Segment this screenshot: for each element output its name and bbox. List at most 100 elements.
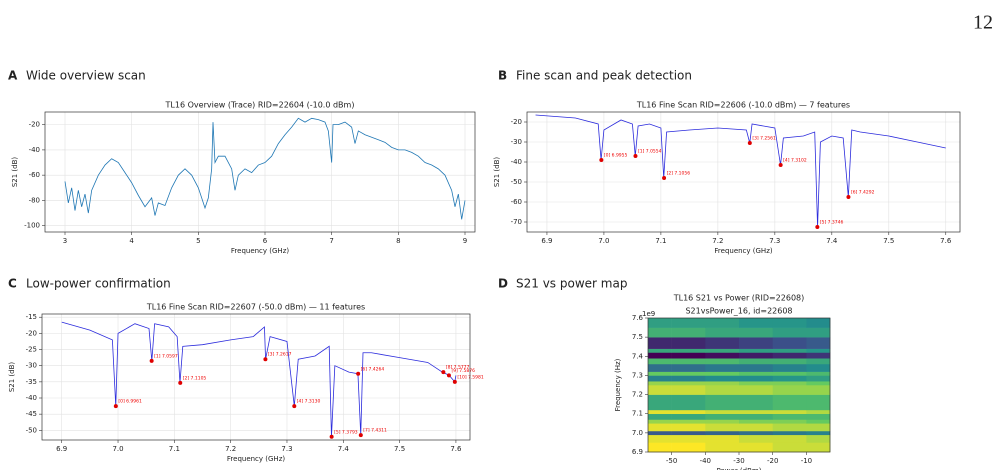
x-tick-label: 7.4 [826, 237, 838, 245]
heatmap-cell [739, 419, 774, 424]
heatmap-cell [806, 434, 831, 443]
heatmap-cell [705, 442, 740, 453]
x-tick-label: -30 [733, 457, 744, 465]
heatmap-cell [648, 419, 672, 424]
heatmap-cell [739, 430, 774, 436]
heatmap-cell [806, 385, 831, 395]
peak-marker [292, 404, 297, 409]
peak-label: [0] 6.9955 [604, 153, 628, 159]
y-tick-label: -40 [511, 158, 522, 166]
x-tick-label: 7.4 [338, 445, 350, 453]
peak-marker [815, 225, 820, 229]
peak-marker [633, 154, 638, 158]
heatmap-cell [648, 442, 672, 453]
heatmap-cell [772, 371, 807, 376]
panel-title: Fine scan and peak detection [516, 69, 692, 83]
peak-label: [1] 7.0597 [154, 353, 178, 359]
heatmap-cell [671, 375, 706, 382]
heatmap-cell [671, 381, 706, 386]
x-axis-label: Frequency (GHz) [227, 455, 285, 463]
peak-label: [10] 7.5981 [457, 374, 484, 380]
x-tick-label: -10 [801, 457, 812, 465]
peak-label: [3] 7.2617 [268, 352, 292, 358]
heatmap-cell [772, 318, 807, 328]
heatmap-cell [671, 352, 706, 359]
heatmap-cell [671, 423, 706, 432]
chart-title: TL16 Fine Scan RID=22606 (-10.0 dBm) — 7… [636, 101, 850, 110]
heatmap-cell [705, 423, 740, 432]
panel-letter: D [498, 277, 508, 291]
page-number: 12 [973, 12, 993, 34]
heatmap-cell [772, 352, 807, 359]
x-tick-label: 7.3 [769, 237, 780, 245]
y-tick-label: 7.3 [632, 371, 643, 379]
heatmap-cell [739, 318, 774, 328]
heatmap-cell [648, 434, 672, 443]
panel-title: S21 vs power map [516, 277, 627, 291]
y-axis-label: S21 (dB) [493, 157, 501, 188]
heatmap-cell [739, 348, 774, 353]
heatmap-cell [806, 409, 831, 415]
heatmap-cell [806, 348, 831, 353]
y-tick-label: -20 [26, 329, 37, 337]
heatmap-cell [739, 385, 774, 395]
x-axis-label: Power (dBm) [717, 467, 762, 470]
x-tick-label: 8 [396, 237, 400, 245]
heatmap-cell [739, 394, 774, 411]
peak-marker [178, 380, 183, 385]
plot-frame [647, 317, 831, 453]
peak-marker [599, 158, 604, 162]
x-tick-label: 7.1 [169, 445, 180, 453]
heatmap-cell [806, 394, 831, 411]
y-tick-label: -20 [511, 118, 522, 126]
x-tick-label: 7.6 [940, 237, 952, 245]
heatmap-cell [648, 352, 672, 359]
heatmap-cell [648, 381, 672, 386]
x-tick-label: -20 [767, 457, 778, 465]
peak-label: [2] 7.1056 [667, 171, 691, 177]
peak-label: [4] 7.3130 [297, 399, 321, 405]
heatmap-cell [806, 413, 831, 420]
heatmap-cell [705, 385, 740, 395]
heatmap-cell [705, 352, 740, 359]
peak-label: [7] 7.4311 [363, 428, 387, 434]
y-tick-label: -40 [29, 146, 40, 154]
heatmap-cell [806, 423, 831, 432]
panel-title: Low-power confirmation [26, 277, 171, 291]
x-tick-label: 6.9 [541, 237, 552, 245]
x-axis-label: Frequency (GHz) [714, 247, 772, 255]
y-tick-label: 7.1 [632, 410, 643, 418]
heatmap-cell [648, 363, 672, 372]
peak-marker [149, 358, 154, 363]
y-tick-label: -20 [29, 121, 40, 129]
heatmap-cell [739, 423, 774, 432]
x-tick-label: -50 [666, 457, 677, 465]
panel-letter: B [498, 69, 507, 83]
peak-label: [5] 7.3746 [820, 220, 844, 226]
x-tick-label: 7.5 [394, 445, 405, 453]
heatmap-cell [739, 375, 774, 382]
heatmap-cell [648, 413, 672, 420]
heatmap-cell [772, 409, 807, 415]
y-tick-label: 7.2 [632, 391, 643, 399]
y-tick-label: -50 [26, 426, 37, 434]
y-tick-label: -40 [26, 394, 37, 402]
x-tick-label: -40 [700, 457, 711, 465]
heatmap-cell [806, 430, 831, 436]
heatmap-cell [772, 419, 807, 424]
heatmap-cell [772, 423, 807, 432]
heatmap-cell [705, 318, 740, 328]
peak-label: [8] 7.5777 [446, 365, 470, 371]
x-tick-label: 7.2 [712, 237, 723, 245]
heatmap-cell [705, 434, 740, 443]
heatmap-cell [648, 337, 672, 349]
heatmap-cell [648, 394, 672, 411]
peak-marker [778, 163, 783, 167]
peak-label: [4] 7.3102 [783, 158, 807, 164]
y-tick-label: -100 [24, 222, 40, 230]
peak-label: [9] 7.5876 [451, 368, 475, 374]
peak-label: [6] 7.4292 [851, 190, 875, 196]
heatmap-cell [806, 371, 831, 376]
heatmap-cell [671, 430, 706, 436]
